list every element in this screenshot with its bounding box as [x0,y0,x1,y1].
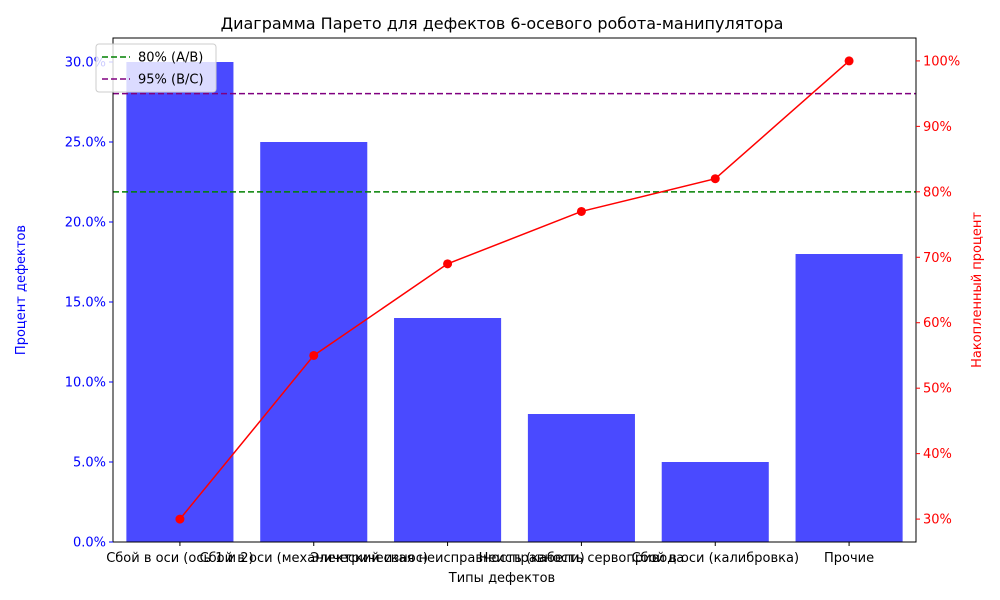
x-tick-label: Сбой в оси (калибровка) [631,551,799,566]
cumulative-point-3 [443,259,453,269]
chart-title: Диаграмма Парето для дефектов 6-осевого … [221,14,784,33]
cumulative-point-6 [844,56,854,66]
x-tick-label: Сбой в оси (ось 1 и 2) [106,551,253,566]
bar-2 [260,142,368,542]
y-axis-title-left: Процент дефектов [14,225,29,355]
legend-box [95,43,217,93]
y-tick-label-right: 80% [923,185,952,200]
bar-4 [527,414,635,542]
y-axis-title-right: Накопленный процент [970,212,985,368]
bar-3 [394,318,502,542]
axes-layer [112,37,917,543]
cumulative-point-5 [710,174,720,184]
y-tick-label-right: 100% [923,54,960,69]
y-tick-label-right: 50% [923,382,952,397]
bar-1 [126,62,234,542]
cumulative-line-layer [175,56,854,524]
bar-5 [661,462,769,542]
y-tick-label-left: 5.0% [73,456,106,471]
reference-lines-layer [113,92,916,193]
y-tick-label-right: 30% [923,513,952,528]
cumulative-point-4 [576,206,586,216]
y-tick-label-left: 20.0% [65,216,106,231]
bar-6 [795,254,903,542]
y-tick-label-right: 90% [923,120,952,135]
y-tick-label-right: 70% [923,251,952,266]
x-tick-label: Электрическая неисправность (кабели) [310,551,584,566]
bars-layer [126,62,903,542]
legend-label-2: 95% (B/C) [138,73,204,88]
x-axis-title: Типы дефектов [448,571,555,586]
ticks-layer: 0.0%5.0%10.0%15.0%20.0%25.0%30.0%30%40%5… [65,54,960,566]
x-tick-label: Неисправность сервопривода [479,551,685,566]
plot-frame [112,37,917,543]
cumulative-point-1 [175,514,185,524]
x-tick-label: Прочие [824,551,874,566]
legend-label-1: 80% (A/B) [138,51,203,66]
cumulative-point-2 [309,350,319,360]
x-tick-label: Сбой в оси (механический износ) [200,551,428,566]
y-tick-label-left: 25.0% [65,136,106,151]
y-tick-label-left: 15.0% [65,296,106,311]
y-tick-label-right: 60% [923,316,952,331]
legend: 80% (A/B) 95% (B/C) [95,43,217,93]
y-tick-label-left: 10.0% [65,376,106,391]
cumulative-line [179,60,850,520]
y-tick-label-right: 40% [923,447,952,462]
y-tick-label-left: 0.0% [73,536,106,551]
